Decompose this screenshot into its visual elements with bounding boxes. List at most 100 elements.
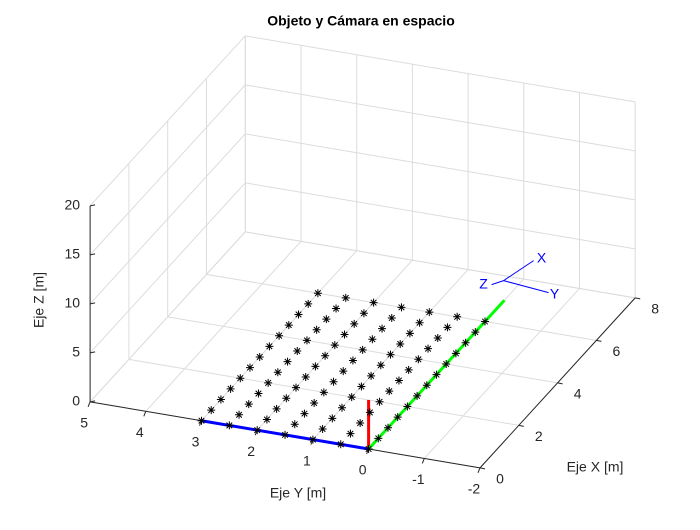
z-tick-label: 20	[65, 197, 81, 213]
point	[385, 387, 394, 396]
point	[397, 303, 406, 312]
point	[253, 426, 262, 435]
tick-mark	[421, 458, 425, 464]
point	[364, 445, 373, 453]
point	[433, 334, 442, 343]
tick-mark	[90, 302, 96, 305]
grid-line	[89, 231, 246, 403]
point	[432, 370, 441, 379]
point	[255, 352, 264, 361]
point	[442, 360, 451, 368]
point	[318, 424, 327, 433]
point	[369, 298, 378, 307]
grid-line	[89, 182, 246, 354]
point	[197, 416, 206, 425]
camera-axis-label: Z	[479, 275, 488, 291]
point	[374, 434, 383, 443]
point	[330, 341, 339, 350]
point	[350, 319, 359, 328]
tick-mark	[596, 339, 602, 342]
x-axis-label: Eje X [m]	[567, 459, 624, 475]
camera-axis-label: X	[537, 249, 547, 265]
point	[322, 315, 331, 324]
tick-mark	[90, 351, 96, 354]
point	[396, 339, 405, 348]
point	[413, 391, 422, 400]
point	[328, 414, 337, 423]
point	[313, 289, 322, 298]
camera-axis	[503, 280, 549, 294]
point	[461, 338, 470, 347]
point	[375, 397, 384, 406]
x-tick-label: 0	[496, 471, 504, 487]
point	[357, 382, 366, 391]
point	[415, 318, 424, 327]
x-tick-label: 6	[613, 343, 621, 359]
point	[293, 347, 302, 356]
point	[207, 406, 216, 415]
point	[386, 350, 395, 359]
point	[422, 381, 431, 390]
tick-mark	[635, 297, 641, 300]
point	[346, 429, 355, 438]
tick-mark	[90, 400, 96, 403]
point	[359, 309, 368, 318]
tick-mark	[557, 382, 563, 385]
point	[384, 423, 392, 432]
point	[341, 293, 350, 302]
point	[403, 402, 412, 411]
point	[281, 430, 290, 439]
tick-mark	[87, 401, 91, 408]
tick-mark	[477, 467, 481, 474]
point	[378, 324, 387, 333]
point	[300, 409, 309, 418]
point	[311, 362, 320, 371]
y-tick-label: -2	[468, 481, 481, 497]
point	[404, 365, 413, 374]
point	[264, 378, 273, 387]
tick-mark	[90, 253, 96, 256]
point	[348, 356, 357, 365]
point	[284, 321, 293, 330]
point	[308, 435, 317, 444]
grid-line	[145, 240, 302, 412]
x-tick-label: 8	[651, 301, 659, 317]
point	[244, 400, 253, 409]
y-axis-label: Eje Y [m]	[270, 485, 326, 501]
chart-title: Objeto y Cámara en espacio	[267, 13, 455, 29]
point	[424, 344, 433, 353]
x-tick-label: 2	[535, 428, 543, 444]
camera-axis	[491, 280, 504, 286]
grid-line	[245, 35, 636, 103]
point	[302, 336, 311, 345]
point	[301, 373, 310, 382]
point	[394, 376, 403, 385]
point	[292, 383, 300, 392]
point	[283, 357, 292, 366]
point	[262, 415, 271, 424]
grid-line	[89, 133, 246, 305]
point	[304, 299, 313, 308]
point	[272, 404, 281, 413]
point	[368, 335, 377, 344]
tick-mark	[518, 424, 524, 427]
point	[376, 361, 385, 370]
point	[338, 403, 346, 412]
point	[340, 330, 349, 339]
camera-axis-label: Y	[550, 285, 560, 301]
y-tick-label: 2	[247, 443, 255, 459]
grid-line	[245, 84, 636, 152]
point	[393, 413, 402, 422]
z-axis-label: Eje Z [m]	[31, 272, 47, 328]
point	[216, 395, 225, 404]
point	[356, 419, 365, 428]
point	[358, 345, 367, 354]
point	[226, 384, 235, 393]
point	[365, 408, 374, 417]
point	[336, 440, 345, 449]
point	[367, 371, 376, 380]
y-tick-label: 4	[136, 424, 144, 440]
grid-line	[245, 182, 636, 250]
grid-line	[245, 133, 636, 201]
